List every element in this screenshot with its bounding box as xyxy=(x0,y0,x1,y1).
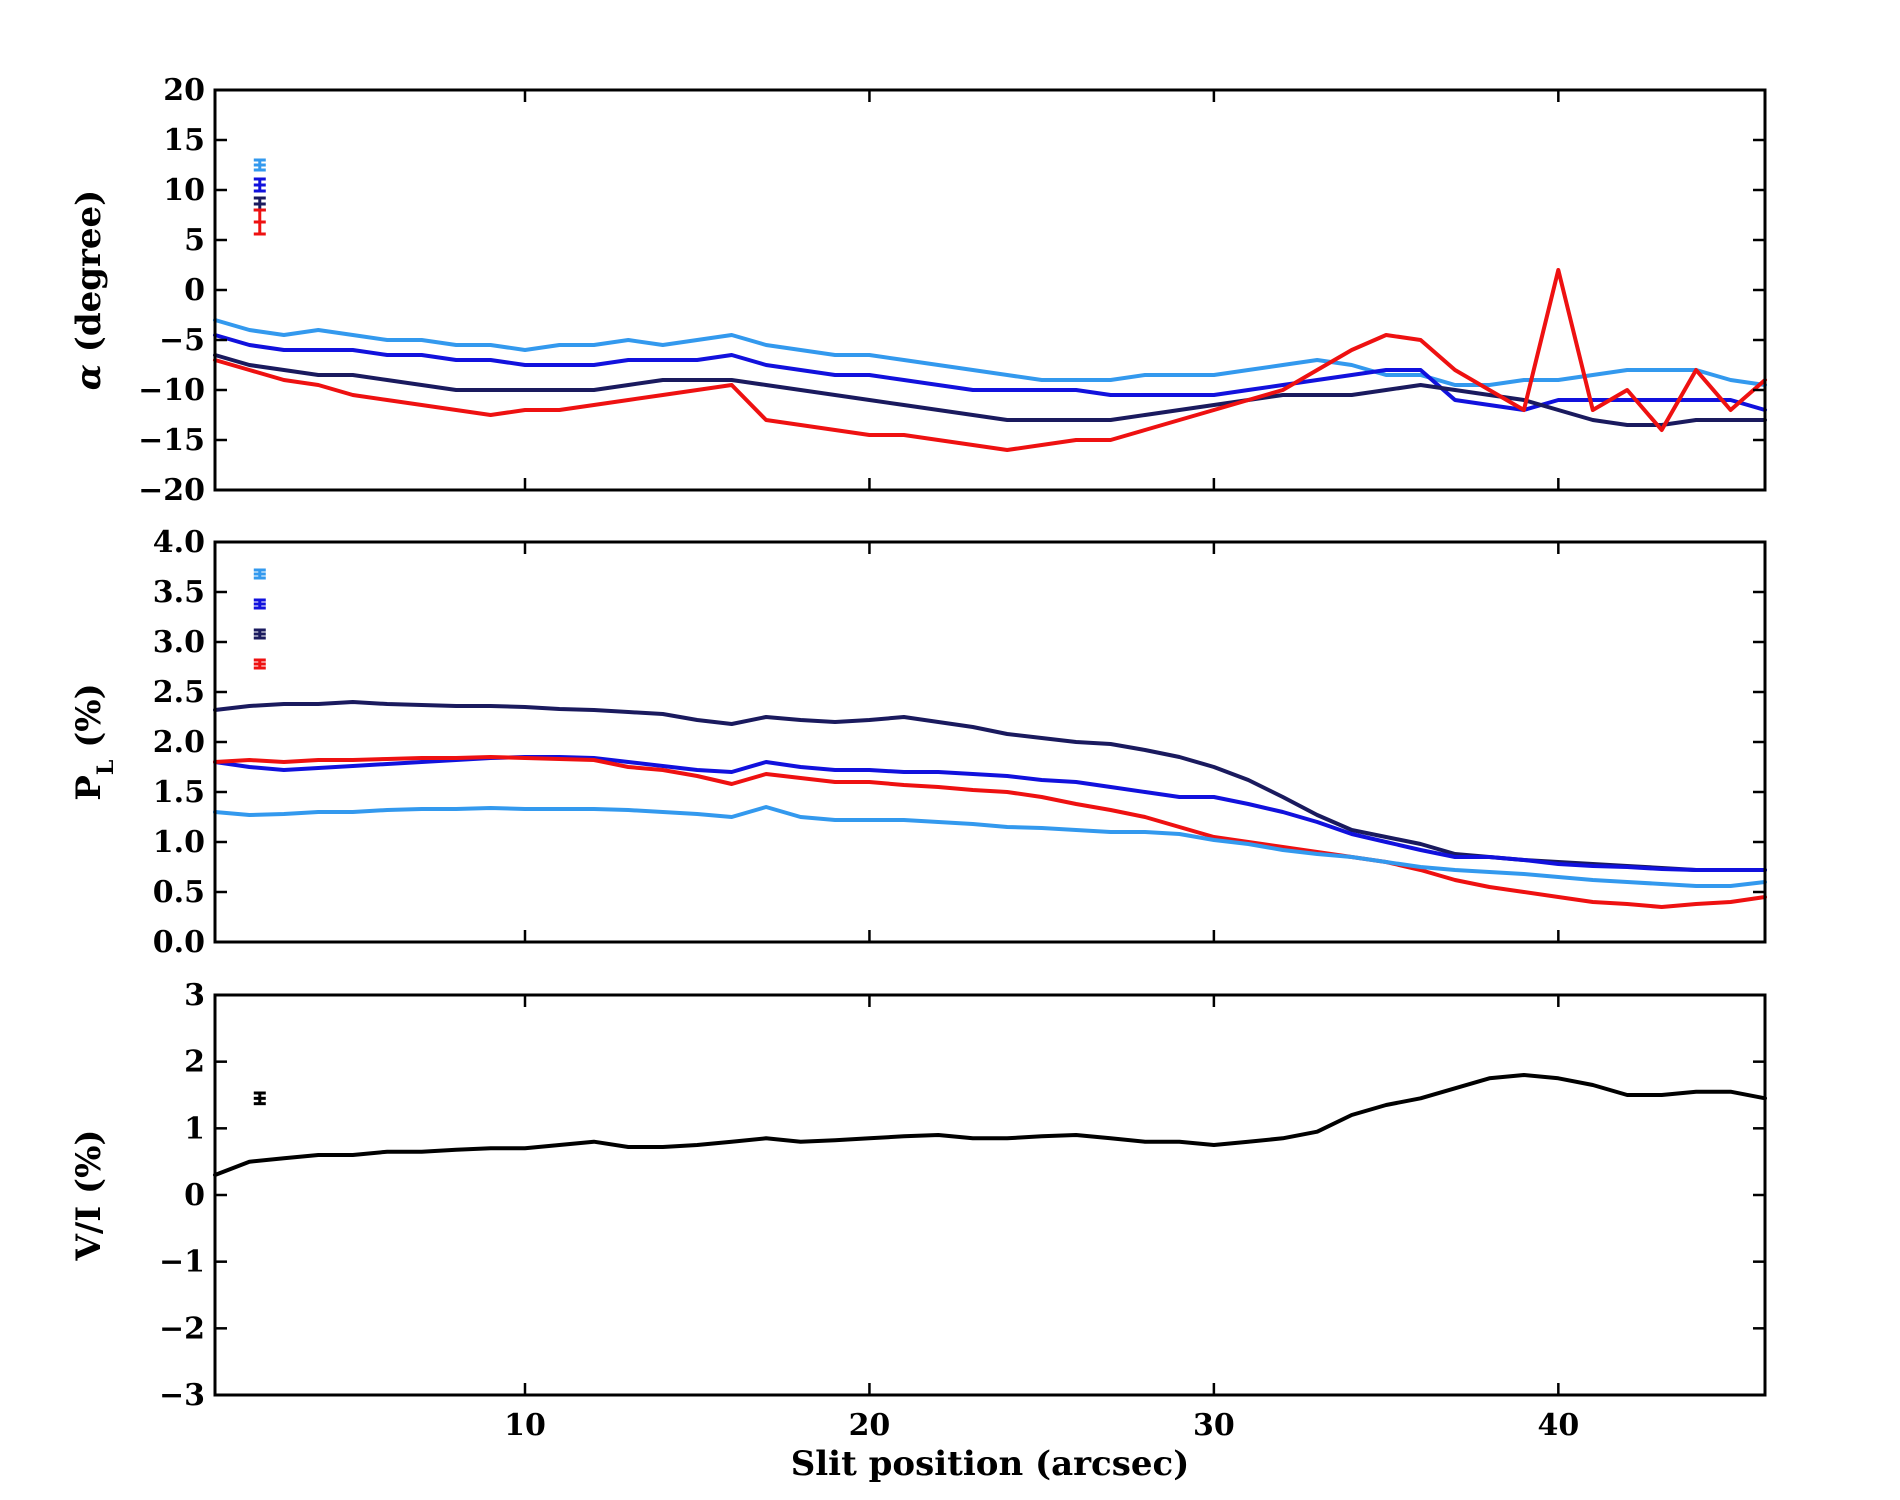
y-tick-label: 15 xyxy=(163,123,205,158)
series-line-blue xyxy=(213,333,1767,412)
error-bar xyxy=(253,196,266,212)
series-line-light-blue xyxy=(213,805,1767,888)
y-tick-label: 2.0 xyxy=(153,725,205,760)
x-tick-label: 10 xyxy=(504,1408,546,1443)
y-tick-label: 4.0 xyxy=(153,525,205,560)
series-line-red xyxy=(213,268,1767,452)
y-tick-label: 1 xyxy=(184,1111,205,1146)
error-bar xyxy=(253,568,266,580)
panel-circular: −3 −2 −1 0 1 2 3 10 20 30 40 V/I (%) Slit position (… xyxy=(69,978,1767,1484)
series-line-red xyxy=(213,755,1767,909)
y-axis-label: α (degree) xyxy=(69,190,109,391)
series-line-black xyxy=(213,1073,1767,1177)
error-bar xyxy=(253,658,266,670)
series-line-navy xyxy=(213,353,1767,427)
plot-frame xyxy=(213,993,1767,1397)
error-bar xyxy=(253,598,266,610)
error-bar xyxy=(253,208,266,236)
y-tick-label: −5 xyxy=(159,323,205,358)
error-bar xyxy=(253,1091,266,1106)
y-tick-label: 3 xyxy=(184,978,205,1013)
x-tick-label: 20 xyxy=(849,1408,891,1443)
y-tick-label: 10 xyxy=(163,173,205,208)
y-tick-label: 1.0 xyxy=(153,825,205,860)
error-bar xyxy=(253,158,266,172)
y-tick-label: −20 xyxy=(138,473,205,508)
x-tick-label: 30 xyxy=(1193,1408,1235,1443)
panel-polarization: 0.0 0.5 1.0 1.5 2.0 2.5 3.0 3.5 4.0 PL (%) xyxy=(69,525,1767,960)
x-axis-label: Slit position (arcsec) xyxy=(791,1444,1190,1484)
y-tick-label: 0 xyxy=(184,1178,205,1213)
y-axis-label: PL (%) xyxy=(69,683,119,800)
y-tick-label: 3.5 xyxy=(153,575,205,610)
series-line-navy xyxy=(213,700,1767,872)
y-tick-label: 0 xyxy=(184,273,205,308)
y-tick-label: 3.0 xyxy=(153,625,205,660)
series-line-blue xyxy=(213,755,1767,872)
plot-frame xyxy=(213,88,1767,492)
y-tick-label: 0.5 xyxy=(153,875,205,910)
x-tick-label: 40 xyxy=(1537,1408,1579,1443)
y-tick-label: −2 xyxy=(159,1311,205,1346)
y-tick-label: 5 xyxy=(184,223,205,258)
plot-frame xyxy=(213,540,1767,944)
y-axis-label: V/I (%) xyxy=(69,1129,109,1261)
y-tick-label: −10 xyxy=(138,373,205,408)
y-tick-label: 2 xyxy=(184,1045,205,1080)
error-bar xyxy=(253,628,266,640)
y-tick-label: 0.0 xyxy=(153,925,205,960)
series-line-light-blue xyxy=(213,318,1767,387)
error-bar xyxy=(253,177,266,193)
y-tick-label: −3 xyxy=(159,1378,205,1413)
y-tick-label: 2.5 xyxy=(153,675,205,710)
y-tick-label: 20 xyxy=(163,73,205,108)
y-tick-label: −1 xyxy=(159,1245,205,1280)
panel-alpha: −20 −15 −10 −5 0 5 10 15 20 α (degree) xyxy=(69,73,1767,508)
y-tick-label: −15 xyxy=(138,423,205,458)
y-tick-label: 1.5 xyxy=(153,775,205,810)
